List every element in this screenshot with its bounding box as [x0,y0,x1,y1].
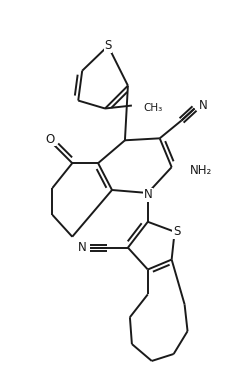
Text: NH₂: NH₂ [189,164,211,177]
Text: CH₃: CH₃ [143,103,162,114]
Text: O: O [46,133,55,146]
Text: N: N [143,188,151,201]
Text: N: N [77,241,86,254]
Text: N: N [198,99,206,112]
Text: S: S [104,40,111,52]
Text: S: S [172,225,180,238]
